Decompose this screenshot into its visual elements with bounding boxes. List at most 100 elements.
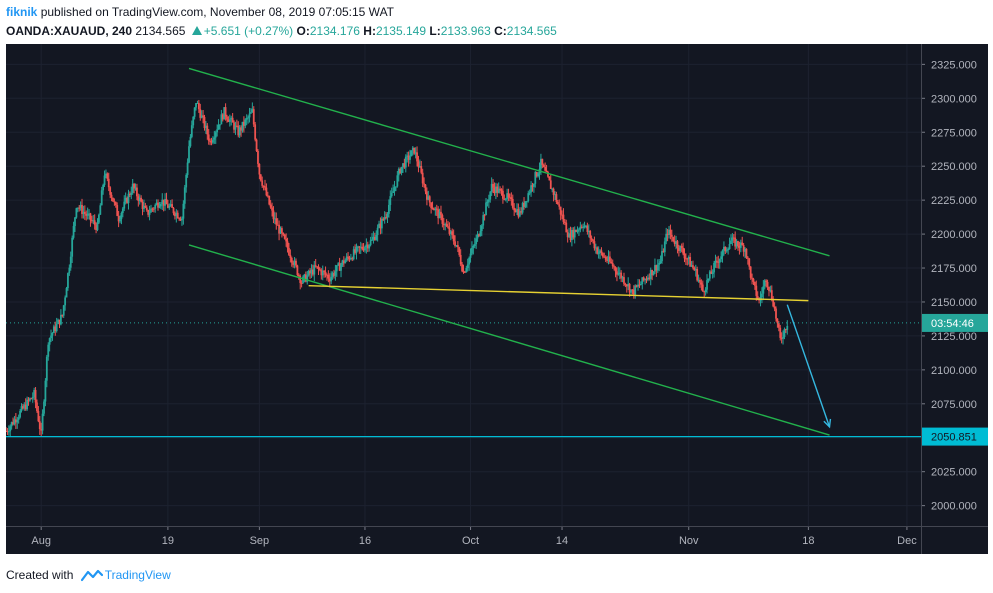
candle-body[interactable]: [365, 244, 368, 248]
candle-body[interactable]: [711, 272, 714, 274]
candle-body[interactable]: [165, 198, 168, 205]
candle-body[interactable]: [682, 247, 684, 254]
candle-body[interactable]: [472, 245, 475, 248]
candle-body[interactable]: [317, 266, 320, 270]
candle-body[interactable]: [395, 186, 397, 188]
candle-body[interactable]: [176, 212, 179, 219]
candle-body[interactable]: [669, 229, 672, 235]
candle-body[interactable]: [323, 270, 326, 272]
candle-body[interactable]: [404, 156, 407, 168]
candle-body[interactable]: [286, 241, 289, 248]
candle-body[interactable]: [62, 305, 65, 316]
candle-body[interactable]: [728, 244, 731, 250]
candle-body[interactable]: [351, 258, 354, 260]
candle-body[interactable]: [639, 283, 642, 286]
candle-body[interactable]: [200, 115, 203, 118]
candle-body[interactable]: [593, 241, 596, 249]
candle-body[interactable]: [269, 204, 272, 208]
candle-body[interactable]: [206, 125, 209, 135]
candle-body[interactable]: [162, 199, 165, 206]
candle-body[interactable]: [21, 406, 24, 409]
candle-body[interactable]: [181, 218, 183, 221]
candle-body[interactable]: [558, 204, 561, 207]
candle-body[interactable]: [448, 227, 451, 234]
candle-body[interactable]: [663, 241, 666, 253]
candle-body[interactable]: [718, 259, 721, 263]
candle-body[interactable]: [152, 208, 155, 210]
candle-body[interactable]: [47, 344, 50, 357]
candle-body[interactable]: [592, 239, 594, 242]
candle-body[interactable]: [203, 116, 206, 129]
candle-body[interactable]: [570, 230, 573, 240]
candle-body[interactable]: [221, 114, 224, 120]
candle-body[interactable]: [33, 389, 36, 397]
candle-body[interactable]: [199, 109, 202, 118]
candle-body[interactable]: [92, 220, 95, 222]
candle-body[interactable]: [499, 188, 501, 190]
candle-body[interactable]: [707, 278, 710, 281]
candle-body[interactable]: [424, 184, 427, 192]
candle-body[interactable]: [326, 274, 328, 276]
candle-body[interactable]: [278, 224, 280, 234]
candle-body[interactable]: [410, 150, 413, 157]
candle-body[interactable]: [666, 233, 669, 235]
candle-body[interactable]: [383, 217, 386, 220]
candle-body[interactable]: [423, 183, 425, 185]
candle-body[interactable]: [303, 274, 306, 277]
candle-body[interactable]: [500, 189, 503, 191]
candle-body[interactable]: [237, 125, 240, 136]
candle-body[interactable]: [547, 172, 549, 177]
author-name[interactable]: fiknik: [6, 5, 38, 19]
candle-body[interactable]: [116, 205, 119, 216]
candle-body[interactable]: [233, 122, 235, 130]
candle-body[interactable]: [632, 289, 635, 295]
candle-body[interactable]: [124, 197, 127, 202]
candle-body[interactable]: [107, 178, 110, 188]
candle-body[interactable]: [121, 208, 124, 214]
candle-body[interactable]: [565, 222, 568, 233]
candle-body[interactable]: [17, 417, 20, 420]
candle-body[interactable]: [727, 249, 730, 251]
candle-body[interactable]: [373, 236, 376, 240]
candle-body[interactable]: [748, 258, 751, 267]
candle-body[interactable]: [435, 208, 438, 210]
candle-body[interactable]: [652, 271, 655, 276]
candle-body[interactable]: [255, 139, 258, 151]
candle-body[interactable]: [378, 223, 380, 228]
candle-body[interactable]: [516, 209, 518, 213]
candle-body[interactable]: [753, 281, 756, 286]
candle-body[interactable]: [60, 314, 62, 325]
candle-body[interactable]: [327, 274, 330, 279]
candle-body[interactable]: [668, 229, 670, 235]
candle-body[interactable]: [452, 235, 455, 242]
candle-body[interactable]: [579, 226, 582, 230]
candle-body[interactable]: [123, 201, 126, 209]
candle-body[interactable]: [37, 411, 40, 422]
candle-body[interactable]: [475, 238, 478, 245]
candle-body[interactable]: [241, 121, 244, 131]
candle-body[interactable]: [333, 273, 335, 276]
candle-body[interactable]: [614, 267, 617, 272]
candle-body[interactable]: [283, 234, 286, 239]
candle-body[interactable]: [134, 187, 137, 189]
candle-body[interactable]: [358, 246, 361, 248]
candle-body[interactable]: [549, 180, 552, 189]
candle-body[interactable]: [154, 204, 157, 209]
candle-body[interactable]: [10, 422, 13, 427]
candle-body[interactable]: [673, 241, 676, 244]
candle-body[interactable]: [545, 170, 548, 173]
candle-body[interactable]: [540, 158, 542, 169]
candle-body[interactable]: [714, 260, 717, 263]
candle-body[interactable]: [275, 218, 278, 225]
candle-body[interactable]: [54, 326, 57, 332]
candle-body[interactable]: [739, 242, 742, 248]
candle-body[interactable]: [613, 266, 616, 268]
tradingview-brand[interactable]: TradingView: [104, 568, 171, 582]
candle-body[interactable]: [513, 207, 516, 211]
candle-body[interactable]: [654, 265, 656, 272]
candle-body[interactable]: [670, 234, 673, 237]
candle-body[interactable]: [348, 257, 351, 260]
candle-body[interactable]: [41, 413, 44, 431]
candle-body[interactable]: [252, 109, 255, 125]
candle-body[interactable]: [141, 201, 144, 209]
